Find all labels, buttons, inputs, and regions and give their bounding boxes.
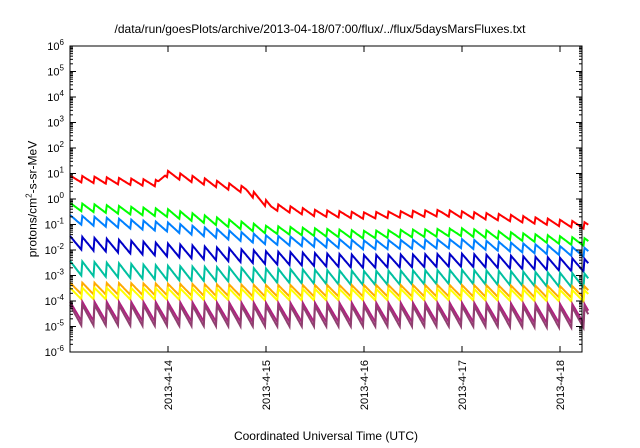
y-tick-label: 101 (47, 166, 64, 181)
x-tick-label: 2013-4-18 (555, 360, 567, 410)
y-tick-label: 10-6 (45, 344, 65, 359)
y-tick-label: 10-4 (45, 293, 65, 308)
flux-series-line (69, 213, 589, 259)
y-tick-label: 10-2 (45, 242, 65, 257)
x-tick-label: 2013-4-14 (163, 360, 175, 410)
x-tick-label: 2013-4-15 (261, 360, 273, 410)
y-tick-label: 100 (47, 191, 64, 206)
x-axis-label: Coordinated Universal Time (UTC) (233, 429, 419, 443)
flux-series-line (69, 169, 589, 231)
axes-layer: 10-6 10-5 10-4 10-3 10-2 10-1 100 101 102 103 104 1… (45, 38, 582, 410)
y-tick-label: 104 (47, 89, 64, 104)
y-tick-label: 103 (47, 115, 64, 130)
flux-series-line (69, 280, 590, 301)
y-tick-label: 105 (47, 64, 64, 79)
flux-series-line (69, 234, 590, 275)
y-tick-label: 102 (47, 140, 64, 155)
flux-series-line (69, 298, 590, 327)
chart-title: /data/run/goesPlots/archive/2013-04-18/0… (114, 22, 526, 36)
x-tick-label: 2013-4-16 (359, 360, 371, 410)
flux-series-line (69, 201, 589, 248)
flux-series-line (69, 258, 590, 291)
flux-series-line (69, 285, 590, 304)
y-tick-label: 10-3 (45, 268, 65, 283)
y-tick-label: 10-1 (45, 217, 65, 232)
x-tick-label: 2013-4-17 (457, 360, 469, 410)
y-tick-label: 10-5 (45, 319, 65, 334)
series-layer (69, 169, 590, 332)
flux-series-line (69, 301, 590, 332)
y-tick-label: 106 (47, 38, 64, 53)
